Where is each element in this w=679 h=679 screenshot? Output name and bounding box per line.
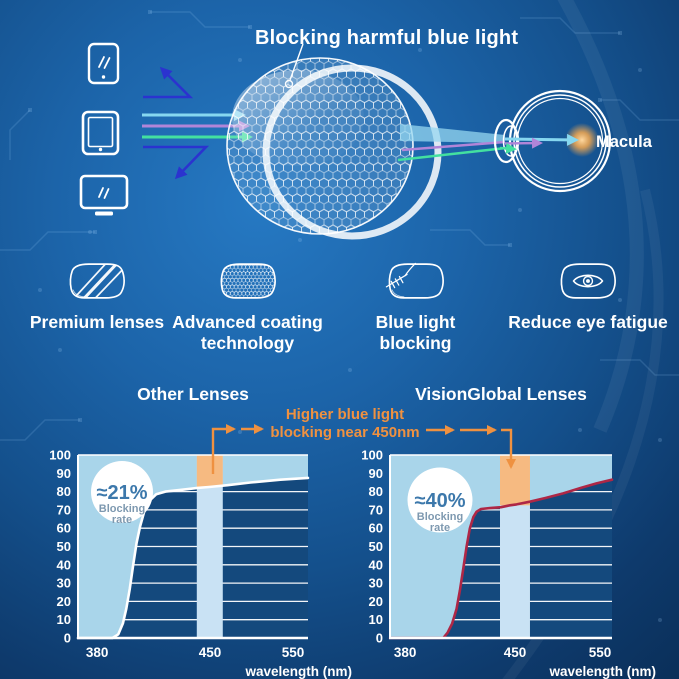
y-tick-label: 30: [57, 576, 71, 591]
band-450nm-blocked: [196, 455, 223, 488]
blocking-rate-label-1: Blocking: [417, 511, 463, 523]
y-tick-label: 50: [57, 539, 71, 554]
x-tick-label: 550: [282, 645, 305, 660]
x-axis-label: wavelength (nm): [244, 664, 352, 679]
y-tick-label: 60: [57, 521, 71, 536]
blocking-rate-value: ≈21%: [96, 482, 147, 504]
feature-reduce-eye-fatigue: Reduce eye fatigue: [508, 262, 668, 333]
y-tick-label: 90: [369, 466, 383, 481]
x-tick-label: 380: [394, 645, 417, 660]
feature-advanced-coating: Advanced coating technology: [170, 262, 325, 354]
coating-mesh-lens-icon: [220, 263, 276, 299]
ray-to-macula: [504, 133, 579, 146]
smartphone-icon: [87, 42, 120, 85]
blocking-rate-badge: [407, 467, 473, 533]
transmitted-beam-cyan: [400, 124, 505, 143]
y-tick-label: 70: [369, 502, 383, 517]
hero-diagram: Macula: [79, 42, 653, 240]
y-tick-label: 20: [57, 594, 71, 609]
y-tick-label: 70: [57, 502, 71, 517]
y-tick-label: 10: [57, 612, 71, 627]
reflected-blue-arrow-up: [143, 66, 194, 99]
feature-label: Reduce eye fatigue: [508, 312, 668, 332]
transmitted-ray-green: [397, 146, 507, 162]
y-tick-label: 90: [57, 466, 71, 481]
ray-purple-in-eye: [504, 137, 543, 149]
x-tick-label: 450: [504, 645, 527, 660]
blocking-rate-label-2: rate: [112, 514, 132, 526]
x-tick-label: 380: [86, 645, 109, 660]
y-tick-label: 80: [57, 484, 71, 499]
y-tick-label: 40: [57, 557, 71, 572]
chart-title-visionglobal-lenses: VisionGlobal Lenses: [415, 384, 587, 404]
y-tick-label: 80: [369, 484, 383, 499]
feature-label: Blue light blocking: [375, 312, 456, 353]
blocking-curve: [388, 478, 614, 640]
y-tick-label: 100: [49, 448, 71, 463]
macula-label: Macula: [596, 133, 653, 151]
ray-green-at-cornea: [499, 142, 517, 154]
annotation-higher-blocking: Higher blue light blocking near 450nm: [248, 406, 442, 442]
blocking-rate-label-2: rate: [430, 522, 450, 534]
coated-lens-icon: [226, 57, 442, 240]
y-tick-label: 50: [369, 539, 383, 554]
feature-premium-lenses: Premium lenses: [22, 262, 172, 333]
feature-label: Advanced coating technology: [172, 312, 323, 353]
feature-label: Premium lenses: [29, 312, 165, 332]
hero-title: Blocking harmful blue light: [255, 27, 519, 49]
macula-glow: [565, 123, 599, 157]
x-axis-label: wavelength (nm): [548, 664, 656, 679]
premium-lens-icon: [69, 263, 125, 299]
chart-title-other-lenses: Other Lenses: [137, 384, 249, 404]
blocking-rate-label-1: Blocking: [99, 503, 145, 515]
annotation-line1: Higher blue light: [285, 406, 405, 423]
band-450nm-blocked: [500, 455, 530, 506]
annotation-line2: blocking near 450nm: [270, 424, 420, 441]
y-tick-label: 40: [369, 557, 383, 572]
tablet-icon: [81, 110, 120, 156]
monitor-icon: [79, 174, 129, 216]
eye-cross-section-icon: [493, 89, 612, 193]
feature-blue-light-blocking: Blue light blocking: [338, 262, 493, 354]
blocking-rate-badge: [91, 461, 153, 523]
y-tick-label: 30: [369, 576, 383, 591]
y-tick-label: 60: [369, 521, 383, 536]
y-tick-label: 0: [376, 631, 383, 646]
blue-light-ray-lens-icon: [385, 262, 444, 299]
y-tick-label: 10: [369, 612, 383, 627]
x-tick-label: 450: [199, 645, 222, 660]
y-tick-label: 100: [361, 448, 383, 463]
y-tick-label: 20: [369, 594, 383, 609]
transmitted-ray-purple: [401, 140, 506, 152]
y-tick-label: 0: [64, 631, 71, 646]
eye-in-lens-icon: [560, 263, 616, 299]
blocking-rate-value: ≈40%: [414, 490, 465, 512]
x-tick-label: 550: [589, 645, 612, 660]
reflected-blue-arrow-down: [143, 145, 210, 180]
